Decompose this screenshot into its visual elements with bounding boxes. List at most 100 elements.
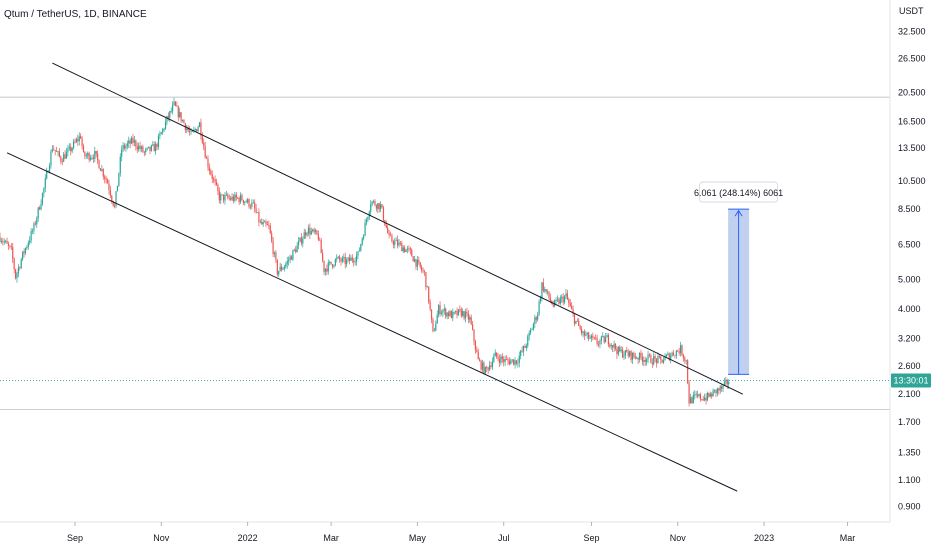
candle-body <box>505 359 508 360</box>
candle-body <box>305 232 307 236</box>
candle-body <box>283 266 286 269</box>
candle-body <box>555 300 557 301</box>
candle-body <box>50 151 52 166</box>
current-price-countdown: 13:30:01 <box>893 375 928 385</box>
candle-body <box>358 250 360 252</box>
candle-body <box>514 360 516 365</box>
candle-body <box>78 136 80 142</box>
candle-body <box>636 358 638 359</box>
candle-body <box>245 201 247 203</box>
candle-body <box>327 262 329 272</box>
y-tick-label: 3.200 <box>898 333 921 343</box>
candle-body <box>313 229 315 233</box>
candle-body <box>54 150 56 152</box>
x-tick-label: Mar <box>323 533 339 543</box>
candle-body <box>149 146 151 151</box>
candle-body <box>40 203 42 210</box>
candle-body <box>663 360 665 363</box>
candle-body <box>456 311 458 316</box>
candle-body <box>539 297 542 302</box>
candle-body <box>494 352 496 357</box>
candle-body <box>664 356 666 361</box>
candle-body <box>643 360 645 362</box>
candle-body <box>37 207 39 219</box>
candle-body <box>57 151 59 153</box>
candle-body <box>152 144 154 146</box>
time-axis[interactable]: Sep Nov 2022 Mar May Jul Sep Nov 2023 Mar <box>67 522 855 543</box>
candle-body <box>2 241 4 242</box>
candle-body <box>648 354 651 356</box>
candle-body <box>370 204 372 212</box>
candle-body <box>620 349 622 352</box>
candle-body <box>186 128 188 130</box>
candle-body <box>593 337 595 339</box>
candle-body <box>590 335 593 339</box>
candle-body <box>463 311 465 319</box>
candle-body <box>508 360 510 365</box>
candle-body <box>600 336 602 341</box>
candle-body <box>612 345 614 348</box>
candle-body <box>322 253 324 261</box>
candle-body <box>129 140 131 144</box>
candle-body <box>515 360 518 364</box>
candle-body <box>341 257 344 262</box>
candle-body <box>348 257 351 261</box>
candle-body <box>374 200 376 206</box>
candle-body <box>698 394 700 397</box>
candle-body <box>630 351 632 360</box>
candle-body <box>589 338 591 339</box>
candle-body <box>60 156 62 162</box>
candle-body <box>3 241 5 243</box>
price-axis[interactable]: 32.500 26.500 20.500 16.500 13.500 10.500 8.50… <box>898 26 926 511</box>
candle-body <box>585 334 587 336</box>
candle-body <box>147 146 150 148</box>
measure-label-box <box>699 181 779 203</box>
chart-title: Qtum / TetherUS, 1D, BINANCE <box>4 9 147 20</box>
candle-body <box>114 205 116 207</box>
candle-body <box>394 240 396 245</box>
candle-body <box>10 246 12 248</box>
candle-body <box>271 233 273 241</box>
candle-body <box>23 251 25 254</box>
candle-body <box>355 255 358 262</box>
candle-body <box>385 225 387 228</box>
candle-body <box>438 305 440 315</box>
candle-body <box>312 229 314 231</box>
candle-body <box>292 250 294 260</box>
candle-body <box>695 394 697 396</box>
lower-trendline[interactable] <box>6 152 738 492</box>
candle-body <box>224 195 226 201</box>
upper-trendline[interactable] <box>52 62 744 395</box>
y-tick-label: 32.500 <box>898 26 926 36</box>
candle-body <box>671 352 673 356</box>
candle-body <box>135 140 137 147</box>
candle-body <box>16 273 18 279</box>
candle-body <box>667 353 669 355</box>
candle-body <box>343 257 345 258</box>
candle-body <box>603 336 605 343</box>
current-price-badge: 13:30:01 <box>891 373 931 388</box>
candle-body <box>27 242 29 247</box>
candle-body <box>211 174 213 179</box>
candle-body <box>119 156 121 174</box>
candle-body <box>518 355 520 363</box>
candle-body <box>179 112 181 117</box>
candle-body <box>562 296 564 303</box>
candle-body <box>367 216 369 220</box>
y-tick-label: 10.500 <box>898 176 926 186</box>
candle-body <box>655 358 658 363</box>
candle-body <box>483 362 485 374</box>
candle-body <box>71 147 73 152</box>
candle-body <box>210 170 212 175</box>
candle-body <box>296 245 298 253</box>
candle-body <box>337 256 339 258</box>
x-tick-label: Sep <box>67 533 83 543</box>
candle-body <box>247 199 249 203</box>
candle-body <box>220 194 222 201</box>
candle-body <box>387 227 389 234</box>
candle-body <box>364 222 366 236</box>
candle-body <box>24 248 27 254</box>
candle-body <box>566 293 568 300</box>
candle-body <box>290 256 293 260</box>
